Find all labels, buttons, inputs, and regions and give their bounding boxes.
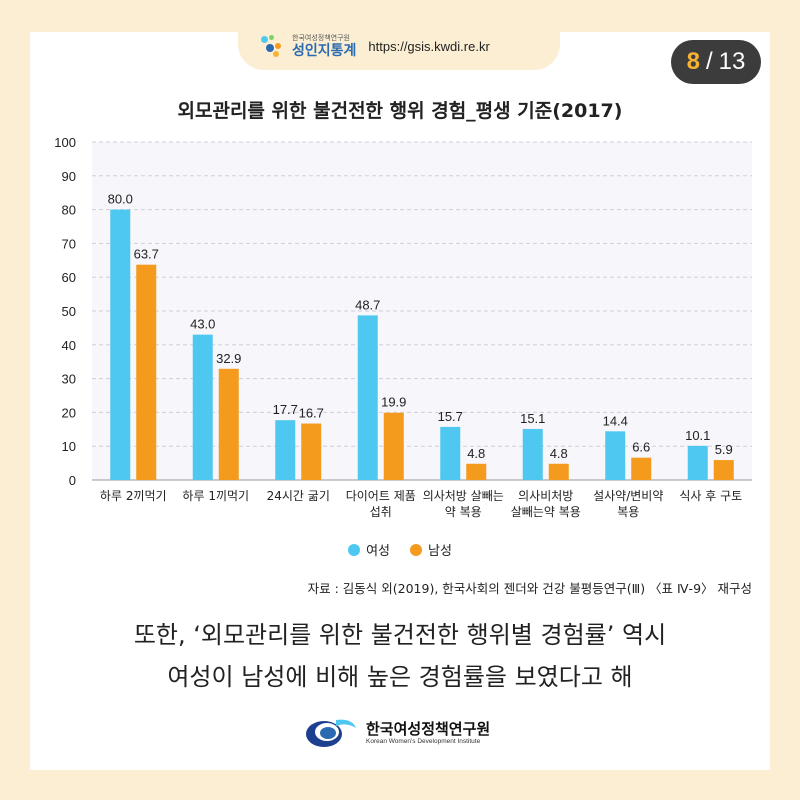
brand-title: 성인지통계 xyxy=(292,42,357,59)
data-label-male: 16.7 xyxy=(299,406,324,421)
footer-org-korean: 한국여성정책연구원 xyxy=(366,720,491,739)
data-label-female: 14.4 xyxy=(603,413,628,428)
data-label-male: 4.8 xyxy=(467,446,485,461)
data-label-male: 6.6 xyxy=(632,440,650,455)
y-tick-label: 60 xyxy=(62,270,76,285)
data-label-male: 4.8 xyxy=(550,446,568,461)
x-tick-label: 식사 후 구토 xyxy=(679,489,742,503)
chart-legend: 여성 남성 xyxy=(0,540,800,559)
bar-female xyxy=(440,426,461,480)
x-tick-label: 설사약/변비약 xyxy=(593,488,663,503)
y-tick-label: 100 xyxy=(54,135,76,150)
source-note: 자료 : 김동식 외(2019), 한국사회의 젠더와 건강 불평등연구(Ⅲ) … xyxy=(307,581,752,596)
data-label-female: 48.7 xyxy=(355,297,380,312)
bar-male xyxy=(548,463,569,480)
data-label-female: 15.7 xyxy=(438,409,463,424)
legend-label-female: 여성 xyxy=(366,544,390,559)
x-tick-label: 24시간 굶기 xyxy=(267,489,330,503)
kwdi-emblem-icon xyxy=(306,719,356,747)
bar-male xyxy=(631,457,652,480)
y-tick-label: 80 xyxy=(62,203,76,218)
x-tick-label: 살빼는약 복용 xyxy=(511,504,581,519)
y-tick-label: 70 xyxy=(62,236,76,251)
data-label-female: 17.7 xyxy=(273,402,298,417)
bar-male xyxy=(136,264,157,480)
page-current: 8 xyxy=(686,48,700,75)
legend-dot-male xyxy=(410,543,422,556)
y-tick-label: 0 xyxy=(69,473,76,488)
bar-female xyxy=(357,315,378,480)
x-tick-label: 하루 1끼먹기 xyxy=(182,489,249,503)
bar-female xyxy=(275,420,296,480)
x-tick-label: 섭취 xyxy=(370,505,392,519)
data-label-male: 32.9 xyxy=(216,351,241,366)
data-label-male: 5.9 xyxy=(715,442,733,457)
bar-male xyxy=(301,423,322,480)
bar-male xyxy=(218,368,239,480)
x-tick-label: 다이어트 제품 xyxy=(346,489,416,503)
page-indicator: 8 / 13 xyxy=(671,40,761,84)
data-label-female: 43.0 xyxy=(190,317,215,332)
x-tick-label: 하루 2끼먹기 xyxy=(100,489,167,503)
x-tick-label: 약 복용 xyxy=(445,504,482,519)
bar-female xyxy=(605,431,626,480)
bar-female xyxy=(522,428,543,480)
y-tick-label: 20 xyxy=(62,405,76,420)
bar-female xyxy=(192,334,213,480)
legend-item-female: 여성 xyxy=(348,540,390,559)
y-tick-label: 90 xyxy=(62,169,76,184)
caption-line-2: 여성이 남성에 비해 높은 경험률을 보였다고 해 xyxy=(167,663,633,691)
data-label-female: 10.1 xyxy=(685,428,710,443)
x-tick-label: 의사비처방 xyxy=(518,489,573,503)
header-banner: 한국여성정책연구원 성인지통계 https://gsis.kwdi.re.kr xyxy=(238,22,560,70)
bar-female xyxy=(687,445,708,480)
page-total: 13 xyxy=(718,48,746,75)
x-tick-label: 의사처방 살빼는 xyxy=(423,489,504,503)
brand-logo-icon xyxy=(260,34,284,58)
bar-male xyxy=(383,412,404,480)
data-label-female: 80.0 xyxy=(108,192,133,207)
page-separator: / xyxy=(705,48,713,75)
caption-line-1: 또한, ‘외모관리를 위한 불건전한 행위별 경험률’ 역시 xyxy=(133,621,667,649)
y-tick-label: 40 xyxy=(62,338,76,353)
x-tick-label: 복용 xyxy=(617,505,639,519)
legend-item-male: 남성 xyxy=(410,540,452,559)
chart-title: 외모관리를 위한 불건전한 행위 경험_평생 기준(2017) xyxy=(177,100,623,122)
y-tick-label: 50 xyxy=(62,304,76,319)
bar-female xyxy=(110,209,131,480)
site-url-link[interactable]: https://gsis.kwdi.re.kr xyxy=(368,38,490,54)
data-label-male: 63.7 xyxy=(134,247,159,262)
legend-label-male: 남성 xyxy=(428,544,452,559)
bar-male xyxy=(466,463,487,480)
y-tick-label: 30 xyxy=(62,372,76,387)
brand-org-name: 한국여성정책연구원 xyxy=(292,33,350,42)
data-label-female: 15.1 xyxy=(520,411,545,426)
y-tick-label: 10 xyxy=(62,439,76,454)
bar-chart: 0 10 20 30 40 50 60 70 80 90 100 80.0 63.7 하루 2끼먹기 43.… xyxy=(54,135,752,519)
bar-male xyxy=(713,460,734,480)
footer-org-english: Korean Women's Development Institute xyxy=(366,737,481,745)
footer-logo: 한국여성정책연구원 Korean Women's Development Ins… xyxy=(300,714,490,752)
data-label-male: 19.9 xyxy=(381,395,406,410)
legend-dot-female xyxy=(348,543,361,556)
